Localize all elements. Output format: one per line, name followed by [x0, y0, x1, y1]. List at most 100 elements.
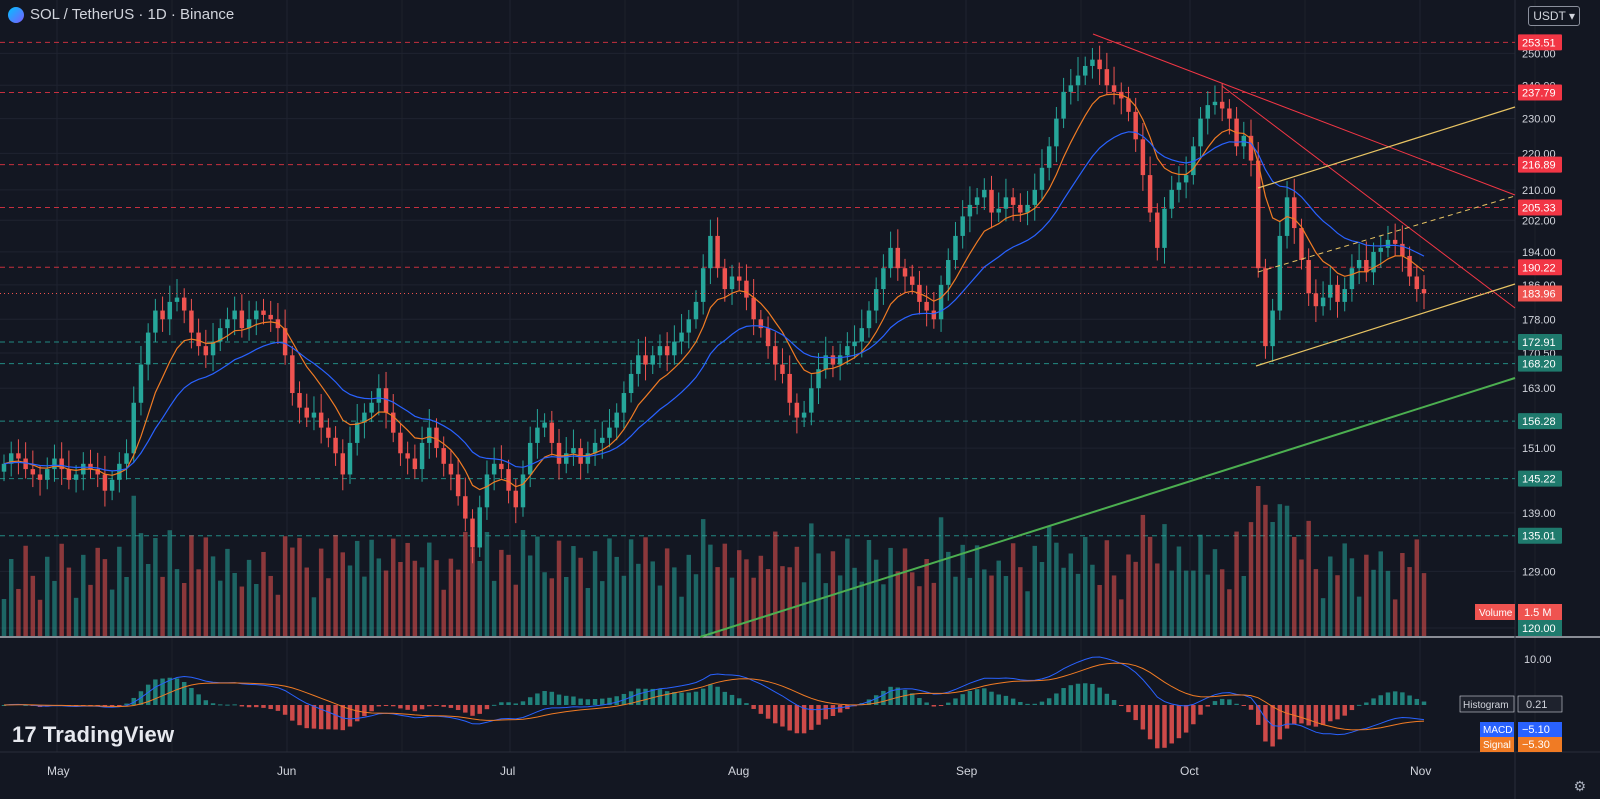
macd-histogram-bar [1421, 701, 1427, 705]
volume-bar [1414, 539, 1420, 636]
candle-body [16, 453, 21, 459]
macd-histogram-bar [246, 705, 252, 708]
macd-histogram-bar [153, 679, 158, 705]
macd-histogram-bar [225, 704, 230, 706]
macd-histogram-bar [758, 705, 764, 714]
macd-histogram-bar [513, 703, 519, 705]
macd-histogram-bar [888, 686, 893, 705]
macd-histogram-bar [830, 705, 836, 716]
candle-body [888, 247, 893, 269]
candle-body [1292, 197, 1297, 229]
volume-bar [938, 517, 944, 636]
volume-bar [16, 588, 21, 636]
macd-histogram-bar [218, 704, 223, 706]
macd-histogram-bar [383, 705, 389, 706]
volume-bar [1054, 542, 1059, 636]
candle-body [218, 328, 223, 342]
candle-body [311, 412, 317, 418]
candle-body [513, 490, 519, 508]
volume-bar [463, 531, 468, 636]
macd-histogram-bar [837, 705, 843, 713]
volume-bar [181, 583, 187, 636]
candle-body [246, 319, 252, 329]
resistance-trendline [1221, 85, 1516, 309]
candle-body [1068, 85, 1074, 92]
candle-body [326, 427, 331, 438]
candle-body [657, 346, 663, 356]
macd-histogram-bar [722, 691, 728, 705]
candle-body [1378, 247, 1383, 252]
candle-body [376, 388, 382, 403]
candle-body [571, 448, 576, 454]
volume-bar [1082, 537, 1088, 636]
volume-bar [1046, 525, 1052, 636]
volume-bar [765, 569, 771, 636]
candle-body [1176, 182, 1182, 190]
macd-histogram-bar [679, 692, 684, 705]
macd-histogram-bar [1054, 693, 1059, 705]
volume-bar [693, 574, 699, 636]
macd-histogram-bar [333, 705, 338, 730]
volume-bar [1227, 589, 1232, 636]
candle-body [1162, 208, 1167, 248]
volume-bar [982, 569, 987, 636]
volume-bar [614, 556, 619, 636]
volume-bar [1292, 537, 1297, 636]
volume-bar [664, 548, 670, 636]
candle-body [318, 412, 324, 428]
candle-body [1421, 289, 1427, 294]
volume-bar [383, 570, 389, 636]
volume-bar [398, 562, 403, 636]
volume-bar [600, 581, 605, 636]
volume-bar [1039, 562, 1045, 636]
signal-legend-name: Signal [1483, 740, 1511, 751]
gear-icon[interactable]: ⚙ [1573, 778, 1586, 794]
macd-histogram-bar [924, 702, 929, 705]
volume-bar [556, 540, 562, 636]
volume-bar [563, 577, 569, 636]
candle-body [989, 189, 994, 213]
volume-bar [636, 563, 641, 636]
macd-histogram-bar [268, 705, 273, 710]
volume-bar [1205, 574, 1210, 636]
candle-body [398, 432, 403, 454]
price-level-badge [1518, 470, 1562, 487]
macd-histogram-bar [1126, 705, 1131, 713]
macd-histogram-bar [708, 684, 713, 705]
volume-bar [102, 559, 108, 636]
candle-body [1342, 289, 1347, 302]
volume-bar [138, 533, 144, 636]
macd-histogram-bar [1068, 685, 1074, 705]
volume-bar [160, 576, 165, 636]
macd-histogram-bar [232, 704, 237, 706]
currency-selector-button[interactable]: USDT ▾ [1528, 6, 1580, 26]
candle-body [23, 458, 28, 470]
volume-bar [318, 548, 324, 636]
macd-histogram-bar [1075, 683, 1081, 705]
macd-histogram-bar [578, 698, 583, 705]
time-axis-label: Jun [277, 764, 296, 778]
volume-bar [311, 597, 317, 636]
volume-bar [1407, 567, 1412, 636]
macd-histogram-bar [145, 684, 151, 705]
volume-bar [1025, 591, 1030, 636]
macd-histogram-bar [1364, 702, 1369, 705]
time-axis-label: Jul [500, 764, 515, 778]
macd-histogram-bar [1097, 687, 1102, 705]
macd-histogram-bar [1255, 705, 1261, 725]
price-level-badge [1518, 334, 1562, 351]
volume-bar [1385, 570, 1391, 636]
candle-body [881, 268, 886, 290]
volume-bar [1119, 599, 1124, 636]
price-level-badge-label: 190.22 [1522, 262, 1556, 274]
candle-body [160, 310, 165, 320]
price-axis-tick-label: 230.00 [1522, 114, 1556, 126]
candle-body [837, 355, 843, 365]
volume-bar [657, 585, 663, 636]
candle-body [297, 393, 302, 408]
macd-histogram-bar [636, 688, 641, 705]
candle-body [8, 453, 14, 464]
volume-bar [679, 596, 684, 636]
macd-histogram-bar [304, 705, 309, 729]
